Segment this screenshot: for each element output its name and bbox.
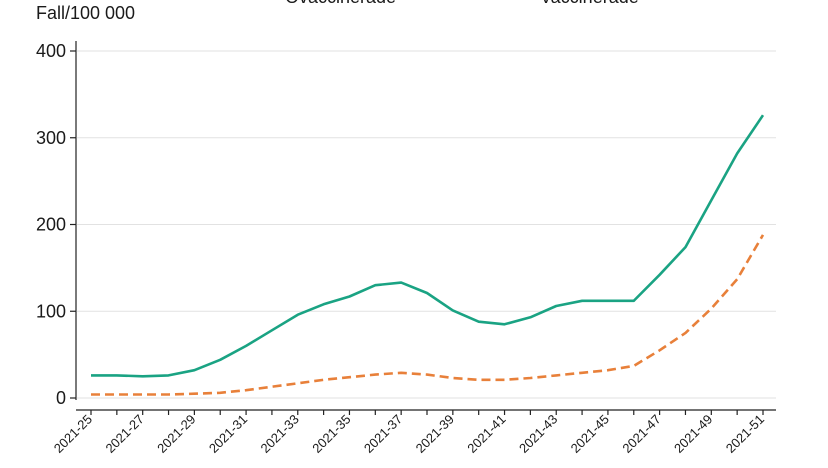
legend-label-2: Vaccinerade xyxy=(540,0,639,7)
x-tick-label: 2021-45 xyxy=(568,412,612,456)
legend: Ovaccinerade Vaccinerade xyxy=(285,0,639,7)
x-axis: 2021-25 2021-27 2021-29 2021-31 2021-33 2021-… xyxy=(51,409,776,456)
y-axis-label: Fall/100 000 xyxy=(36,3,135,23)
x-tick-label: 2021-37 xyxy=(361,412,405,456)
series-line-2 xyxy=(91,234,765,396)
x-tick-label: 2021-43 xyxy=(516,412,560,456)
series-group xyxy=(90,114,765,396)
y-tick-label: 300 xyxy=(36,128,66,148)
y-tick-label: 100 xyxy=(36,301,66,321)
x-tick-label: 2021-47 xyxy=(619,412,663,456)
x-tick-label: 2021-51 xyxy=(723,412,767,456)
y-tick-label: 400 xyxy=(36,41,66,61)
x-tick-label: 2021-49 xyxy=(671,412,715,456)
x-tick-label: 2021-39 xyxy=(413,412,457,456)
legend-label-1: Ovaccinerade xyxy=(285,0,396,7)
y-axis: 0 100 200 300 400 xyxy=(36,41,776,408)
x-tick-label: 2021-35 xyxy=(309,412,353,456)
x-tick-label: 2021-31 xyxy=(206,412,250,456)
x-tick-label: 2021-29 xyxy=(154,412,198,456)
x-tick-label: 2021-33 xyxy=(258,412,302,456)
y-tick-label: 200 xyxy=(36,215,66,235)
y-tick-label: 0 xyxy=(56,388,66,408)
x-tick-label: 2021-41 xyxy=(464,412,508,456)
x-tick-label: 2021-25 xyxy=(51,412,95,456)
series-line-1 xyxy=(91,114,765,378)
x-tick-label: 2021-27 xyxy=(102,412,146,456)
